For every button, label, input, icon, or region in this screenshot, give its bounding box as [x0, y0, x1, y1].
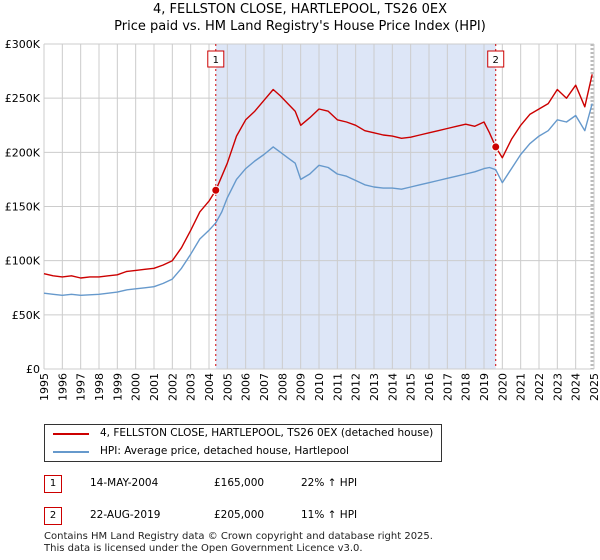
x-tick-label: 1997 — [75, 373, 88, 401]
marker-label-2: 2 — [493, 55, 499, 66]
transaction-badge: 1 — [44, 475, 62, 493]
transaction-badge: 2 — [44, 507, 62, 525]
marker-label-1: 1 — [213, 55, 219, 66]
transaction-hpi: 22% ↑ HPI — [301, 477, 358, 489]
x-tick-label: 2008 — [276, 373, 289, 401]
series-line-hpi — [43, 103, 593, 296]
transaction-date: 22-AUG-2019 — [90, 509, 161, 521]
chart-subtitle: Price paid vs. HM Land Registry's House … — [114, 19, 486, 34]
x-tick-label: 2016 — [423, 373, 436, 401]
y-tick-label: £300K — [5, 38, 41, 51]
x-tick-label: 1995 — [38, 373, 51, 401]
sale-point-1 — [211, 185, 221, 195]
legend-swatch-hpi — [53, 451, 89, 453]
footer-licence: This data is licensed under the Open Gov… — [44, 543, 363, 554]
legend-label-hpi: HPI: Average price, detached house, Hart… — [100, 445, 349, 457]
x-tick-label: 2024 — [570, 373, 583, 401]
x-tick-label: 1998 — [93, 373, 106, 401]
x-tick-label: 2023 — [551, 373, 564, 401]
transaction-row: 2 22-AUG-2019 £205,000 11% ↑ HPI — [44, 507, 544, 527]
y-tick-label: £0 — [26, 363, 40, 376]
x-tick-label: 2022 — [533, 373, 546, 401]
x-tick-label: 2012 — [350, 373, 363, 401]
x-tick-label: 2018 — [460, 373, 473, 401]
y-tick-label: £50K — [12, 309, 41, 322]
y-tick-label: £100K — [5, 255, 41, 268]
footer-copyright: Contains HM Land Registry data © Crown c… — [44, 531, 433, 542]
x-tick-label: 2011 — [331, 373, 344, 401]
legend-label-property: 4, FELLSTON CLOSE, HARTLEPOOL, TS26 0EX … — [100, 427, 434, 439]
x-tick-label: 2025 — [588, 373, 600, 401]
x-tick-label: 2017 — [441, 373, 454, 401]
x-tick-label: 2005 — [221, 373, 234, 401]
transaction-hpi: 11% ↑ HPI — [301, 509, 358, 521]
marker-box-1 — [207, 50, 225, 68]
series-line-property — [43, 74, 593, 279]
x-tick-label: 2006 — [240, 373, 253, 401]
legend: 4, FELLSTON CLOSE, HARTLEPOOL, TS26 0EX … — [44, 424, 442, 462]
marker-box-2 — [487, 50, 505, 68]
x-tick-label: 2015 — [405, 373, 418, 401]
x-tick-label: 2000 — [130, 373, 143, 401]
x-tick-label: 2007 — [258, 373, 271, 401]
sale-point-2 — [491, 142, 501, 152]
x-tick-label: 2014 — [386, 373, 399, 401]
transaction-date: 14-MAY-2004 — [90, 477, 159, 489]
x-tick-label: 2003 — [185, 373, 198, 401]
legend-swatch-property — [53, 433, 89, 435]
x-tick-label: 1999 — [111, 373, 124, 401]
x-tick-label: 2002 — [166, 373, 179, 401]
x-tick-label: 2013 — [368, 373, 381, 401]
x-tick-label: 2004 — [203, 373, 216, 401]
x-tick-label: 1996 — [56, 373, 69, 401]
x-tick-label: 2010 — [313, 373, 326, 401]
price-chart: £0 £50K £100K £150K £200K £250K £300K 1995 1996 1… — [5, 38, 600, 401]
legend-item-hpi: HPI: Average price, detached house, Hart… — [45, 443, 441, 461]
x-tick-label: 2001 — [148, 373, 161, 401]
y-tick-label: £200K — [5, 146, 41, 159]
x-tick-label: 2021 — [515, 373, 528, 401]
transaction-price: £165,000 — [214, 477, 265, 489]
x-tick-label: 2019 — [478, 373, 491, 401]
y-tick-label: £250K — [5, 92, 41, 105]
transaction-price: £205,000 — [214, 509, 265, 521]
y-tick-label: £150K — [5, 201, 41, 214]
legend-item-property: 4, FELLSTON CLOSE, HARTLEPOOL, TS26 0EX … — [45, 425, 441, 443]
transaction-row: 1 14-MAY-2004 £165,000 22% ↑ HPI — [44, 475, 544, 495]
x-tick-label: 2009 — [295, 373, 308, 401]
x-tick-label: 2020 — [496, 373, 509, 401]
chart-title: 4, FELLSTON CLOSE, HARTLEPOOL, TS26 0EX — [152, 2, 448, 17]
